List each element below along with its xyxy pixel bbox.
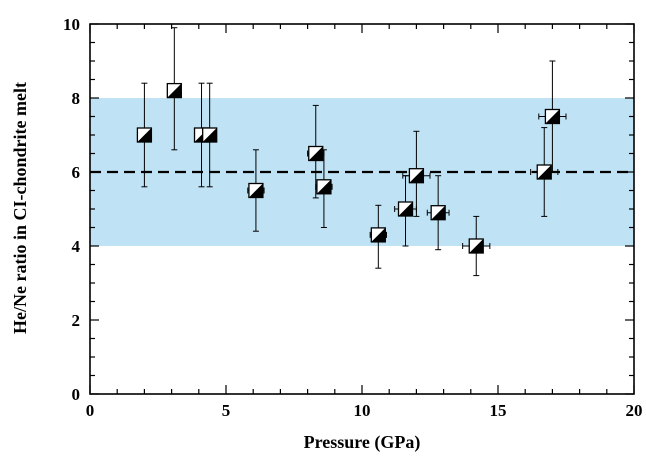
x-axis-title: Pressure (GPa) xyxy=(304,432,421,453)
y-tick-label: 4 xyxy=(72,237,81,256)
marker-outline xyxy=(166,82,182,99)
x-tick-labels: 0 5 10 15 20 xyxy=(86,401,643,420)
marker-outline xyxy=(397,201,414,217)
marker-half xyxy=(371,227,386,242)
data-points xyxy=(136,27,567,277)
marker-half xyxy=(409,168,424,183)
y-tick-label: 6 xyxy=(72,163,81,182)
marker-half xyxy=(469,239,484,253)
y-tick-label: 10 xyxy=(63,15,80,34)
data-point xyxy=(538,60,567,173)
y-tick-label: 0 xyxy=(72,385,81,404)
x-tick-label: 0 xyxy=(86,401,95,420)
data-point xyxy=(315,149,333,228)
marker-outline xyxy=(544,108,561,125)
marker-half xyxy=(308,146,323,161)
marker-outline xyxy=(408,168,425,184)
data-point xyxy=(426,175,450,251)
x-tick-label: 10 xyxy=(354,401,371,420)
data-point xyxy=(307,104,325,199)
marker-outline xyxy=(370,227,386,243)
x-tick-label: 15 xyxy=(490,401,507,420)
data-point xyxy=(369,204,387,269)
y-tick-label: 2 xyxy=(72,311,81,330)
data-point xyxy=(247,149,265,232)
x-tick-label: 20 xyxy=(626,401,643,420)
x-tick-label: 5 xyxy=(222,401,231,420)
y-tick-labels: 0 2 4 6 8 10 xyxy=(63,15,81,404)
axis-ticks xyxy=(89,23,635,395)
marker-half xyxy=(545,109,560,124)
marker-outline xyxy=(202,127,218,143)
marker-half xyxy=(167,83,182,98)
y-axis-title: He/Ne ratio in CI-chondrite melt xyxy=(10,82,30,334)
data-point xyxy=(136,82,153,188)
marker-outline xyxy=(248,182,264,199)
data-point xyxy=(202,82,218,188)
marker-half xyxy=(537,165,552,179)
marker-outline xyxy=(308,145,324,162)
data-point xyxy=(462,215,491,277)
marker-half xyxy=(202,128,217,142)
marker-outline xyxy=(316,179,332,195)
data-point xyxy=(394,175,417,247)
marker-half xyxy=(431,205,446,220)
marker-outline xyxy=(468,238,484,254)
data-point xyxy=(402,130,431,217)
marker-half xyxy=(398,202,413,216)
data-point xyxy=(166,27,182,151)
marker-outline xyxy=(430,205,446,221)
marker-half xyxy=(137,128,152,142)
marker-half xyxy=(248,183,263,198)
marker-half xyxy=(316,179,331,194)
marker-outline xyxy=(136,127,153,143)
y-tick-label: 8 xyxy=(72,89,81,108)
